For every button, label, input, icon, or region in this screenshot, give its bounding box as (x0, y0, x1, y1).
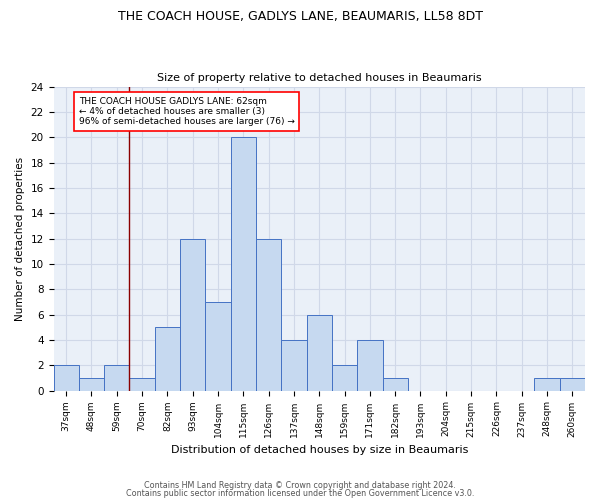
X-axis label: Distribution of detached houses by size in Beaumaris: Distribution of detached houses by size … (170, 445, 468, 455)
Bar (256, 238, 281, 390)
Bar (281, 340, 307, 390)
Bar (535, 378, 560, 390)
Bar (180, 238, 205, 390)
Bar (53, 365, 79, 390)
Text: Contains HM Land Registry data © Crown copyright and database right 2024.: Contains HM Land Registry data © Crown c… (144, 481, 456, 490)
Bar (205, 302, 230, 390)
Bar (560, 378, 585, 390)
Title: Size of property relative to detached houses in Beaumaris: Size of property relative to detached ho… (157, 73, 482, 83)
Bar (230, 137, 256, 390)
Bar (104, 365, 130, 390)
Bar (130, 378, 155, 390)
Text: THE COACH HOUSE, GADLYS LANE, BEAUMARIS, LL58 8DT: THE COACH HOUSE, GADLYS LANE, BEAUMARIS,… (118, 10, 482, 23)
Bar (79, 378, 104, 390)
Bar (155, 327, 180, 390)
Text: THE COACH HOUSE GADLYS LANE: 62sqm
← 4% of detached houses are smaller (3)
96% o: THE COACH HOUSE GADLYS LANE: 62sqm ← 4% … (79, 96, 295, 126)
Y-axis label: Number of detached properties: Number of detached properties (15, 156, 25, 320)
Bar (332, 365, 357, 390)
Bar (383, 378, 408, 390)
Bar (357, 340, 383, 390)
Text: Contains public sector information licensed under the Open Government Licence v3: Contains public sector information licen… (126, 488, 474, 498)
Bar (307, 314, 332, 390)
